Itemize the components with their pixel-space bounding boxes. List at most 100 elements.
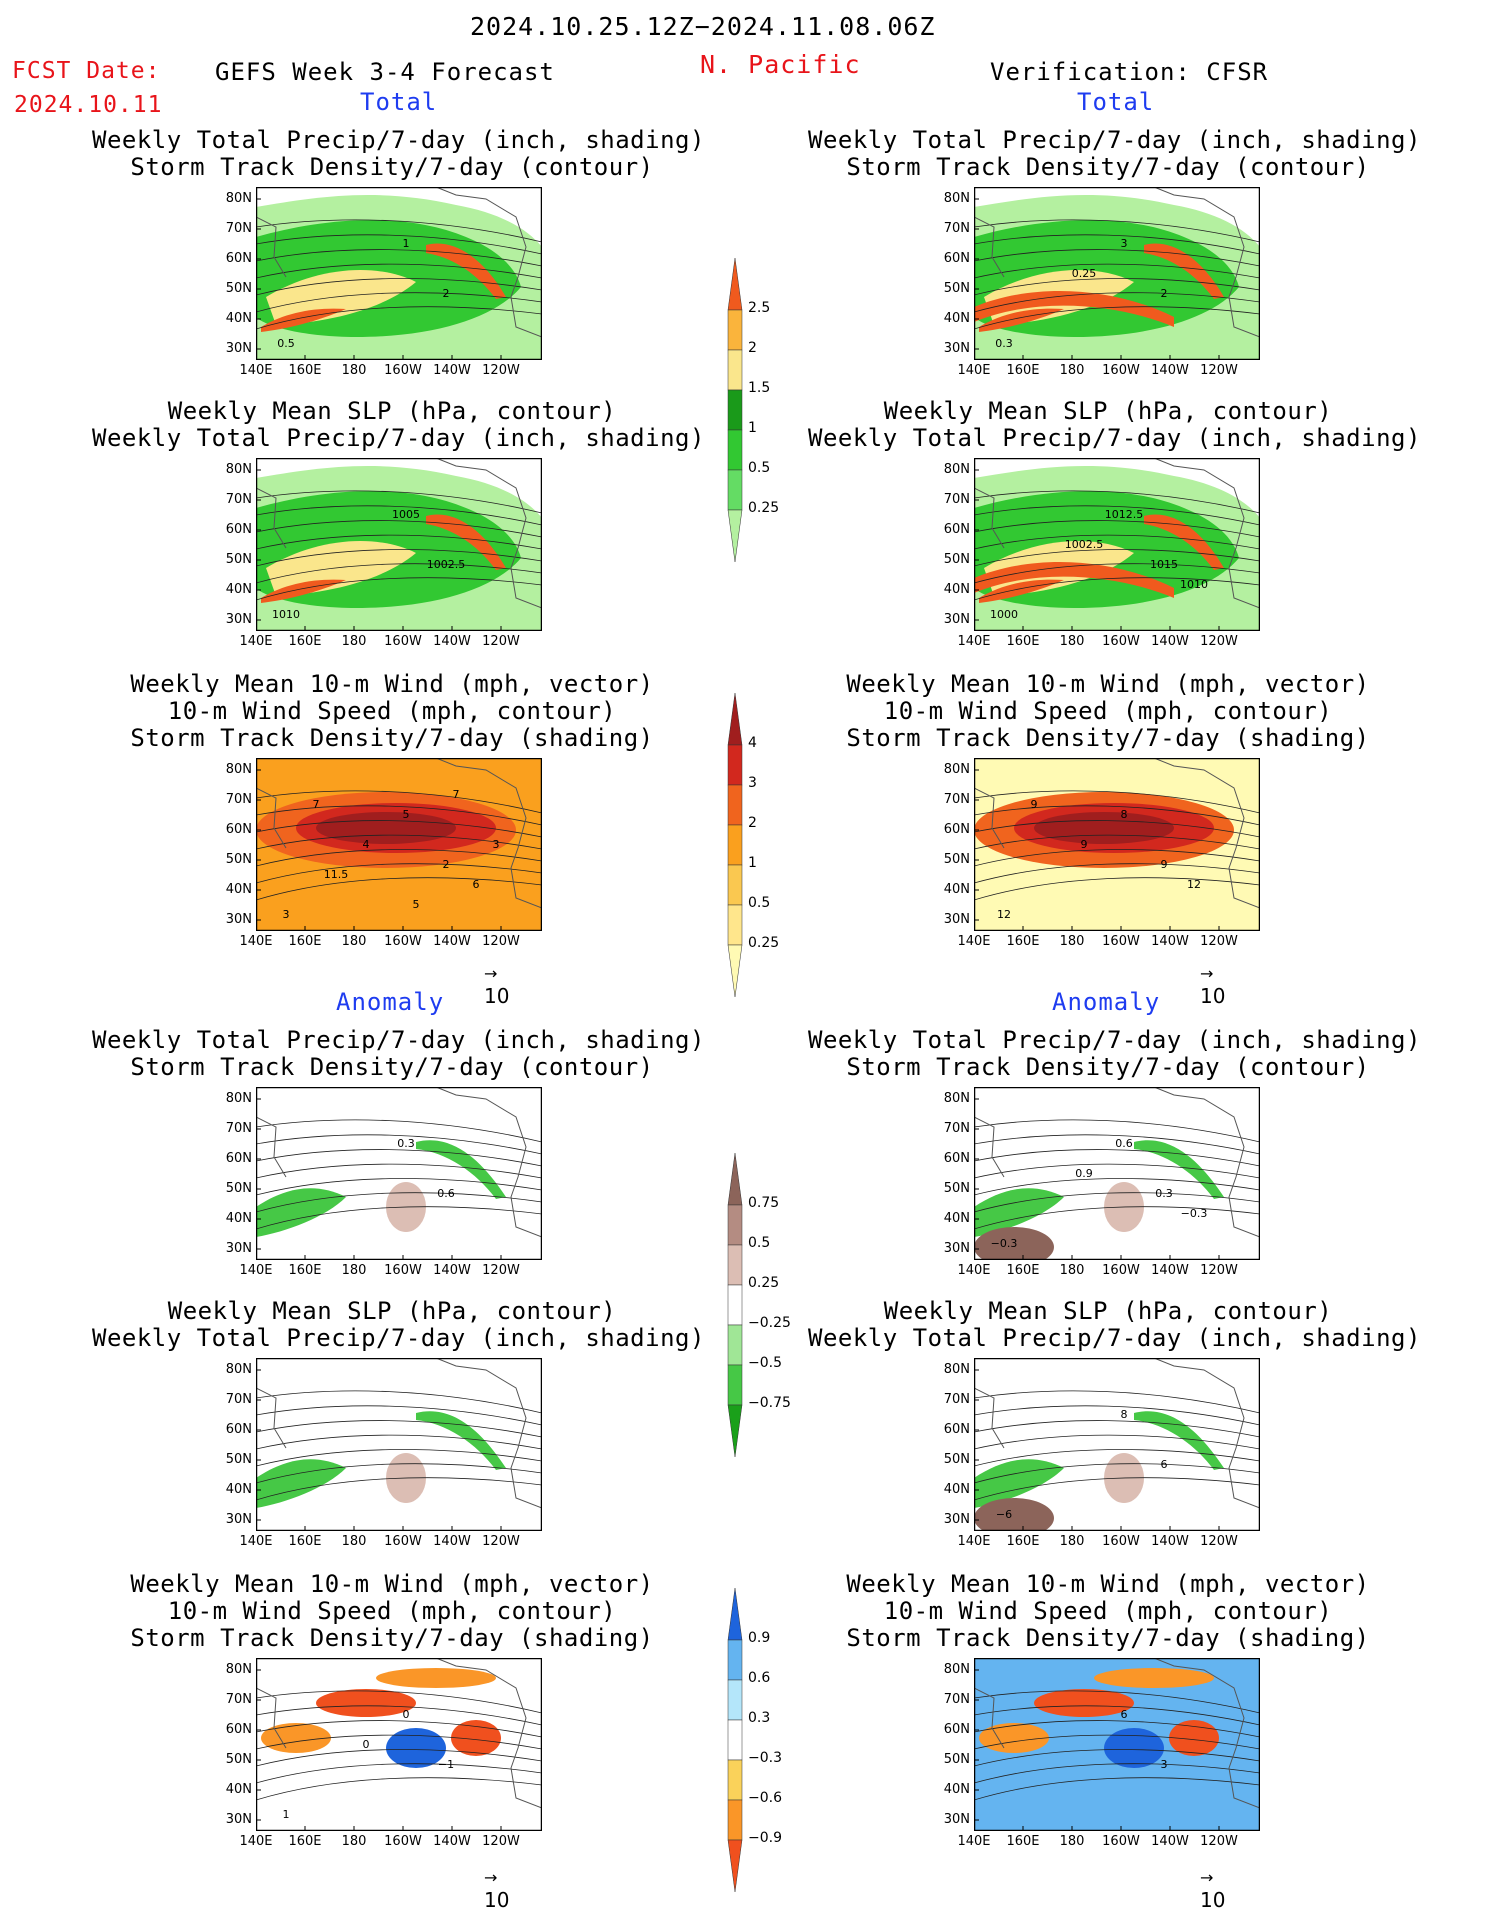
contour-label: 8 [1121, 1408, 1128, 1421]
colorbar-level-label: 0.5 [748, 1235, 771, 1251]
lon-tick-label: 120W [1200, 1534, 1238, 1549]
lon-tick-label: 140W [433, 1834, 471, 1849]
title-r2: Weekly Mean SLP (hPa, contour) Weekly Tot… [808, 397, 1421, 452]
contour-label: 0.6 [437, 1187, 455, 1200]
lon-tick-label: 140W [1151, 1534, 1189, 1549]
colorbar-level-label: 0.6 [748, 1670, 771, 1686]
contour-label: 1002.5 [427, 558, 466, 571]
lon-tick-label: 140W [433, 934, 471, 949]
lon-tick-label: 180 [1059, 634, 1085, 649]
colorbar-level-label: 0.3 [748, 1710, 771, 1726]
map-panel-l1: 1 2 0.5 80N 70N 60N 50N 40N 30N 140E 160E 180 160W 14… [226, 187, 542, 378]
contour-label: 1015 [1150, 558, 1178, 571]
lat-tick-label: 60N [225, 822, 252, 837]
lat-tick-label: 30N [943, 341, 970, 356]
lon-tick-label: 180 [341, 1534, 367, 1549]
map-panel-r3: 8 9 12 9 12 9 80N 70N 60N 50N 40N 30N 140E 160E 180 160… [944, 758, 1260, 949]
lon-tick-label: 140E [239, 363, 273, 378]
lon-tick-label: 160E [1006, 634, 1040, 649]
contour-label: 12 [1187, 878, 1201, 891]
lon-tick-label: 140E [957, 934, 991, 949]
lat-tick-label: 50N [943, 281, 970, 296]
contour-label: 0.3 [1155, 1187, 1173, 1200]
vector-reference-r3: → 10 [1200, 964, 1226, 1008]
lat-tick-label: 60N [225, 251, 252, 266]
lon-tick-label: 160W [1102, 363, 1140, 378]
map-panel-l3: 5 2 3 4 6 7 3 11.5 5 7 80N 70N 60N 50N 40N 30N 140E 160E 1… [226, 758, 542, 949]
lat-tick-label: 50N [225, 281, 252, 296]
lat-tick-label: 30N [225, 912, 252, 927]
lon-tick-label: 140W [1151, 363, 1189, 378]
lon-tick-label: 140W [1151, 634, 1189, 649]
colorbar-storm_anom [727, 1587, 743, 1893]
map-panel-l4: 0.3 0.6 80N 70N 60N 50N 40N 30N 140E 160E 180 160W 1… [226, 1087, 542, 1278]
lat-tick-label: 50N [225, 1181, 252, 1196]
title-r1: Weekly Total Precip/7-day (inch, shading… [808, 126, 1421, 181]
lat-tick-label: 40N [943, 1211, 970, 1226]
colorbar-level-label: 1 [748, 420, 757, 436]
title-r3: Weekly Mean 10-m Wind (mph, vector) 10-m … [846, 670, 1370, 752]
lon-tick-label: 120W [1200, 934, 1238, 949]
lat-tick-label: 80N [943, 1362, 970, 1377]
lat-tick-label: 60N [225, 522, 252, 537]
lon-tick-label: 140W [433, 363, 471, 378]
lon-tick-label: 140W [1151, 934, 1189, 949]
lon-tick-label: 160E [1006, 1263, 1040, 1278]
lat-tick-label: 60N [943, 1722, 970, 1737]
lon-tick-label: 160W [1102, 634, 1140, 649]
period-title: 2024.10.25.12Z−2024.11.08.06Z [470, 12, 936, 41]
right-total-label: Total [1077, 88, 1155, 116]
right-anomaly-label: Anomaly [1052, 988, 1161, 1016]
contour-label: 8 [1121, 808, 1128, 821]
lat-tick-label: 30N [225, 1512, 252, 1527]
lat-tick-label: 40N [225, 311, 252, 326]
colorbar-level-label: 2.5 [748, 300, 771, 316]
title-l5: Weekly Mean SLP (hPa, contour) Weekly Tot… [92, 1297, 705, 1352]
lon-tick-label: 120W [482, 363, 520, 378]
contour-label: 5 [413, 898, 420, 911]
contour-label: −0.3 [991, 1237, 1018, 1250]
lon-tick-label: 160W [384, 634, 422, 649]
lon-tick-label: 120W [482, 934, 520, 949]
contour-label: 1 [283, 1808, 290, 1821]
lat-tick-label: 40N [943, 311, 970, 326]
contour-label: 1 [403, 237, 410, 250]
vector-reference-l3: → 10 [484, 964, 510, 1008]
contour-label: 0.25 [1072, 267, 1097, 280]
lon-tick-label: 180 [341, 634, 367, 649]
lat-tick-label: 80N [225, 1091, 252, 1106]
contour-label: 7 [453, 788, 460, 801]
colorbar-storm_total [727, 692, 743, 998]
colorbar-level-label: 1 [748, 855, 757, 871]
lat-tick-label: 70N [943, 792, 970, 807]
verification-title: Verification: CFSR [990, 58, 1269, 86]
map-panel-r6: 6 3 80N 70N 60N 50N 40N 30N 140E 160E 180 160W 140W 1… [944, 1658, 1260, 1849]
lon-tick-label: 120W [482, 1534, 520, 1549]
contour-label: 12 [997, 908, 1011, 921]
colorbar-level-label: 2 [748, 815, 757, 831]
colorbar-level-label: −0.75 [748, 1395, 791, 1411]
lon-tick-label: 180 [341, 1263, 367, 1278]
left-total-label: Total [360, 88, 438, 116]
lat-tick-label: 70N [225, 221, 252, 236]
lat-tick-label: 80N [225, 1362, 252, 1377]
lon-tick-label: 140E [239, 1834, 273, 1849]
colorbar-level-label: 0.5 [748, 895, 771, 911]
colorbar-level-label: 0.25 [748, 1275, 780, 1291]
colorbar-level-label: −0.3 [748, 1750, 782, 1766]
lon-tick-label: 140W [433, 634, 471, 649]
lon-tick-label: 160W [384, 934, 422, 949]
title-l3: Weekly Mean 10-m Wind (mph, vector) 10-m … [130, 670, 654, 752]
coastal-rain-band [426, 243, 506, 299]
left-anomaly-label: Anomaly [336, 988, 445, 1016]
map-panel-r2: 1012.5 1015 1000 1002.5 1010 80N 70N 60N 50N 40N 3… [944, 458, 1260, 649]
lat-tick-label: 60N [225, 1422, 252, 1437]
lon-tick-label: 120W [482, 634, 520, 649]
colorbar-level-label: 3 [748, 775, 757, 791]
colorbar-level-label: 0.25 [748, 500, 780, 516]
colorbar-precip_anom [727, 1152, 743, 1458]
lat-tick-label: 40N [225, 582, 252, 597]
contour-label: 0.9 [1075, 1167, 1093, 1180]
contour-label: 3 [1121, 237, 1128, 250]
lat-tick-label: 80N [943, 762, 970, 777]
